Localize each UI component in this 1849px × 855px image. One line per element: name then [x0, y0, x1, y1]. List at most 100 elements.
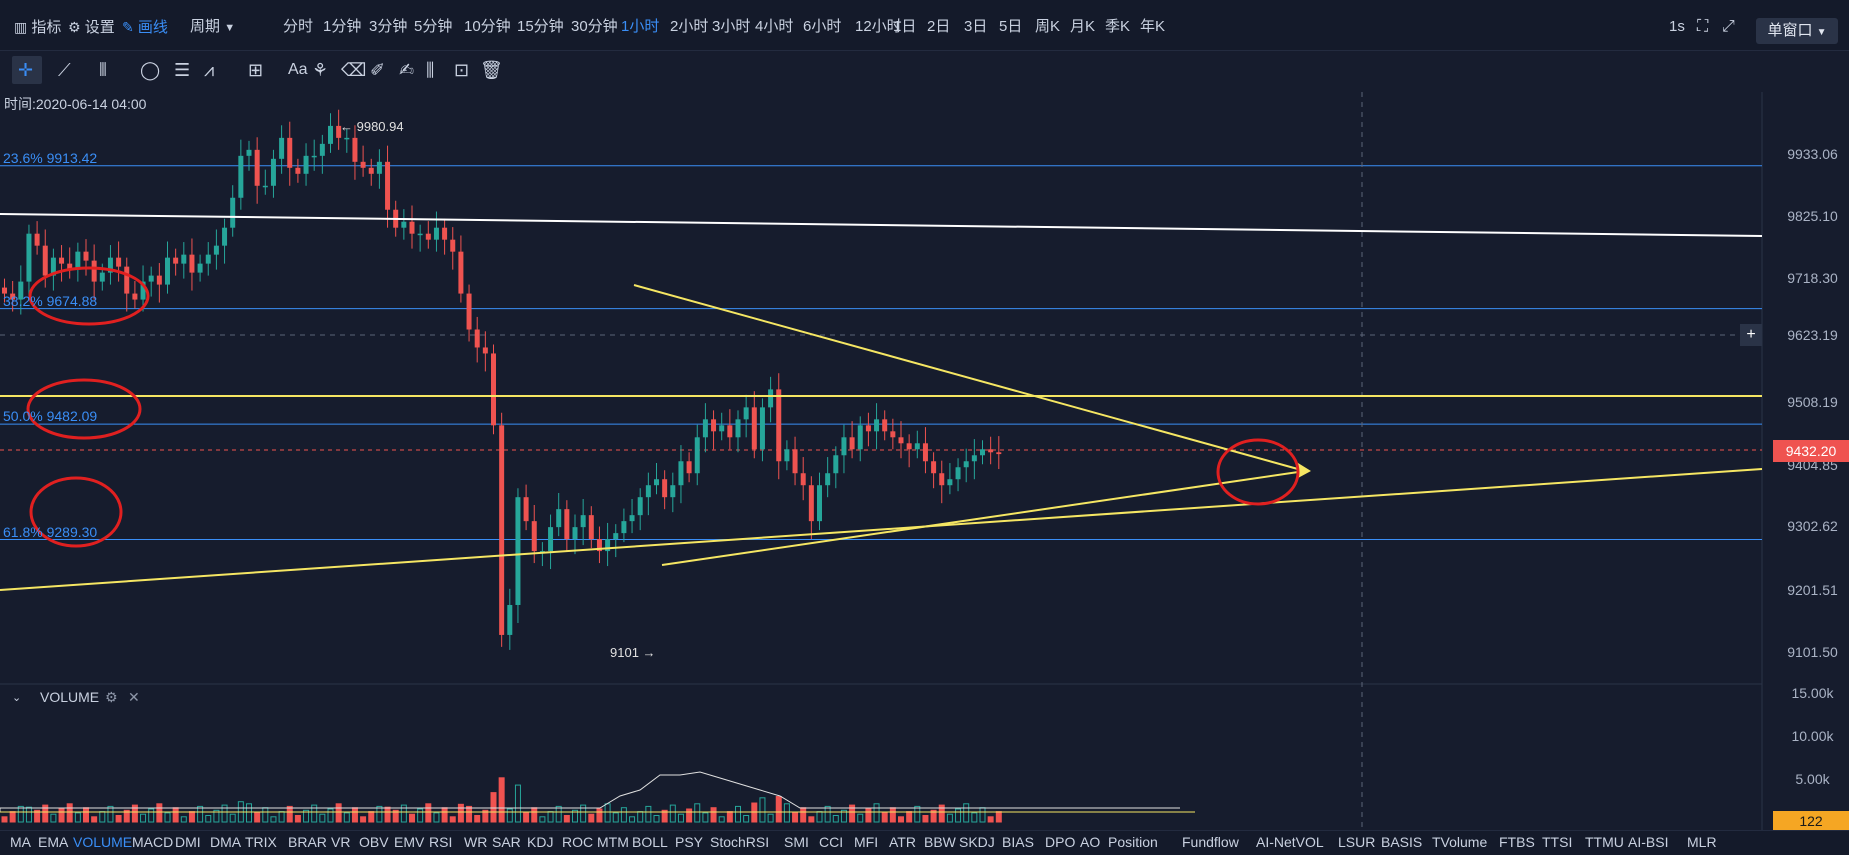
- indicator-tab[interactable]: SMI: [784, 834, 809, 850]
- eraser-icon[interactable]: ⌫: [341, 60, 367, 80]
- period-tab[interactable]: 5分钟: [414, 18, 453, 35]
- indicator-tab[interactable]: DMI: [175, 834, 201, 850]
- indicator-tab[interactable]: LSUR: [1338, 834, 1376, 850]
- indicator-button[interactable]: ▥ 指标: [14, 17, 61, 38]
- period-tab[interactable]: 3小时: [712, 18, 751, 35]
- period-tab[interactable]: 15分钟: [517, 18, 564, 35]
- collapse-icon[interactable]: ⌄: [12, 692, 22, 704]
- draw-button[interactable]: ✎ 画线: [122, 17, 168, 38]
- indicator-tab[interactable]: SKDJ: [959, 834, 995, 850]
- period-tab[interactable]: 2小时: [670, 18, 709, 35]
- period-tab[interactable]: 周K: [1035, 18, 1061, 35]
- indicator-tab[interactable]: AI-NetVOL: [1256, 834, 1324, 850]
- chart-background: [0, 92, 1762, 830]
- indicator-tab[interactable]: AO: [1080, 834, 1101, 850]
- indicator-tab[interactable]: MFI: [854, 834, 879, 850]
- indicator-tab[interactable]: BRAR: [288, 834, 327, 850]
- indicator-tab[interactable]: FTBS: [1499, 834, 1535, 850]
- indicator-tab[interactable]: EMV: [394, 834, 425, 850]
- indicator-tab[interactable]: Fundflow: [1182, 834, 1239, 850]
- indicator-tab[interactable]: BBW: [924, 834, 956, 850]
- indicator-tab[interactable]: ROC: [562, 834, 594, 850]
- circle-icon[interactable]: ◯: [140, 60, 161, 80]
- fib-lines-icon[interactable]: ☰: [174, 60, 191, 80]
- expand-icon[interactable]: ⤢: [1722, 18, 1735, 35]
- period-tab[interactable]: 5日: [999, 18, 1023, 35]
- indicator-tab[interactable]: PSY: [675, 834, 704, 850]
- indicator-tab[interactable]: TTSI: [1542, 834, 1573, 850]
- indicator-tab[interactable]: VR: [331, 834, 351, 850]
- indicator-tab[interactable]: EMA: [38, 834, 69, 850]
- indicator-tab[interactable]: BIAS: [1002, 834, 1034, 850]
- indicator-tab[interactable]: MTM: [597, 834, 629, 850]
- fullscreen-icon[interactable]: ⛶: [1697, 18, 1709, 35]
- indicator-tab[interactable]: CCI: [819, 834, 844, 850]
- volume-close-icon[interactable]: ✕: [128, 689, 140, 705]
- period-dropdown[interactable]: 周期 ▼: [190, 17, 235, 38]
- indicator-tab[interactable]: KDJ: [527, 834, 554, 850]
- period-tab[interactable]: 10分钟: [464, 18, 511, 35]
- lock-icon[interactable]: ⊡: [454, 60, 470, 80]
- ruler-icon[interactable]: ✐: [370, 60, 386, 80]
- period-tab[interactable]: 1分钟: [323, 18, 362, 35]
- period-tab[interactable]: 1小时: [621, 18, 660, 35]
- parallel-lines-icon[interactable]: ⦀: [99, 60, 107, 80]
- period-tab[interactable]: 分时: [283, 18, 314, 35]
- period-tab[interactable]: 月K: [1070, 18, 1096, 35]
- period-tab[interactable]: 2日: [927, 18, 951, 35]
- period-tab[interactable]: 3分钟: [369, 18, 408, 35]
- measure-icon[interactable]: ⊞: [248, 60, 264, 80]
- text-tool-icon[interactable]: Aa: [288, 61, 308, 78]
- indicator-tab[interactable]: BOLL: [632, 834, 668, 850]
- indicator-tab[interactable]: MACD: [132, 834, 174, 850]
- period-tab[interactable]: 3日: [964, 18, 988, 35]
- pattern-icon[interactable]: ⩘: [204, 60, 215, 80]
- indicator-tab[interactable]: Position: [1108, 834, 1158, 850]
- indicator-tab[interactable]: MA: [10, 834, 31, 850]
- hide-lines-icon[interactable]: ⫼: [426, 60, 435, 80]
- indicator-label: 指标: [31, 19, 62, 36]
- trendline-icon[interactable]: ⟋: [58, 60, 71, 80]
- period-tab[interactable]: 30分钟: [571, 18, 618, 35]
- period-tab[interactable]: 季K: [1105, 18, 1131, 35]
- period-tab[interactable]: 6小时: [803, 18, 842, 35]
- indicator-tab[interactable]: SAR: [492, 834, 521, 850]
- volume-bar: [938, 804, 945, 823]
- indicator-tab[interactable]: RSI: [429, 834, 453, 850]
- period-tab[interactable]: 12小时: [855, 18, 902, 35]
- candle-body: [10, 293, 16, 300]
- add-alert-icon[interactable]: +: [1740, 324, 1762, 346]
- brush-icon[interactable]: ✍: [399, 60, 415, 80]
- period-tab[interactable]: 4小时: [755, 18, 794, 35]
- indicator-tab[interactable]: OBV: [359, 834, 389, 850]
- indicator-tab[interactable]: BASIS: [1381, 834, 1423, 850]
- candle-body: [874, 419, 880, 432]
- volume-bar: [898, 816, 904, 823]
- volume-settings-icon[interactable]: ⚙: [105, 689, 118, 705]
- indicator-tab[interactable]: WR: [464, 834, 488, 850]
- window-mode-dropdown[interactable]: 单窗口 ▼: [1756, 18, 1838, 44]
- indicator-tab[interactable]: DMA: [210, 834, 242, 850]
- indicator-tab[interactable]: TVolume: [1432, 834, 1488, 850]
- indicator-tab[interactable]: StochRSI: [710, 834, 770, 850]
- trash-icon[interactable]: 🗑: [480, 60, 503, 80]
- settings-button[interactable]: ⚙ 设置: [68, 17, 115, 38]
- indicator-tab[interactable]: TRIX: [245, 834, 277, 850]
- indicator-tab[interactable]: MLR: [1687, 834, 1717, 850]
- candle-body: [417, 233, 423, 236]
- candle-body: [91, 260, 97, 282]
- magnet-icon[interactable]: ⚘: [312, 60, 329, 80]
- indicator-tab[interactable]: DPO: [1045, 834, 1076, 850]
- indicator-tab[interactable]: VOLUME: [73, 834, 133, 850]
- indicator-tab[interactable]: TTMU: [1585, 834, 1624, 850]
- refresh-rate[interactable]: 1s: [1669, 18, 1685, 35]
- volume-bar: [156, 803, 163, 823]
- indicator-tab[interactable]: ATR: [889, 834, 916, 850]
- crosshair-tool[interactable]: [12, 56, 42, 84]
- period-tab[interactable]: 1日: [893, 18, 917, 35]
- volume-bar: [889, 807, 896, 823]
- period-tab[interactable]: 年K: [1140, 18, 1166, 35]
- indicator-tab[interactable]: AI-BSI: [1628, 834, 1669, 850]
- candle-body: [376, 161, 382, 174]
